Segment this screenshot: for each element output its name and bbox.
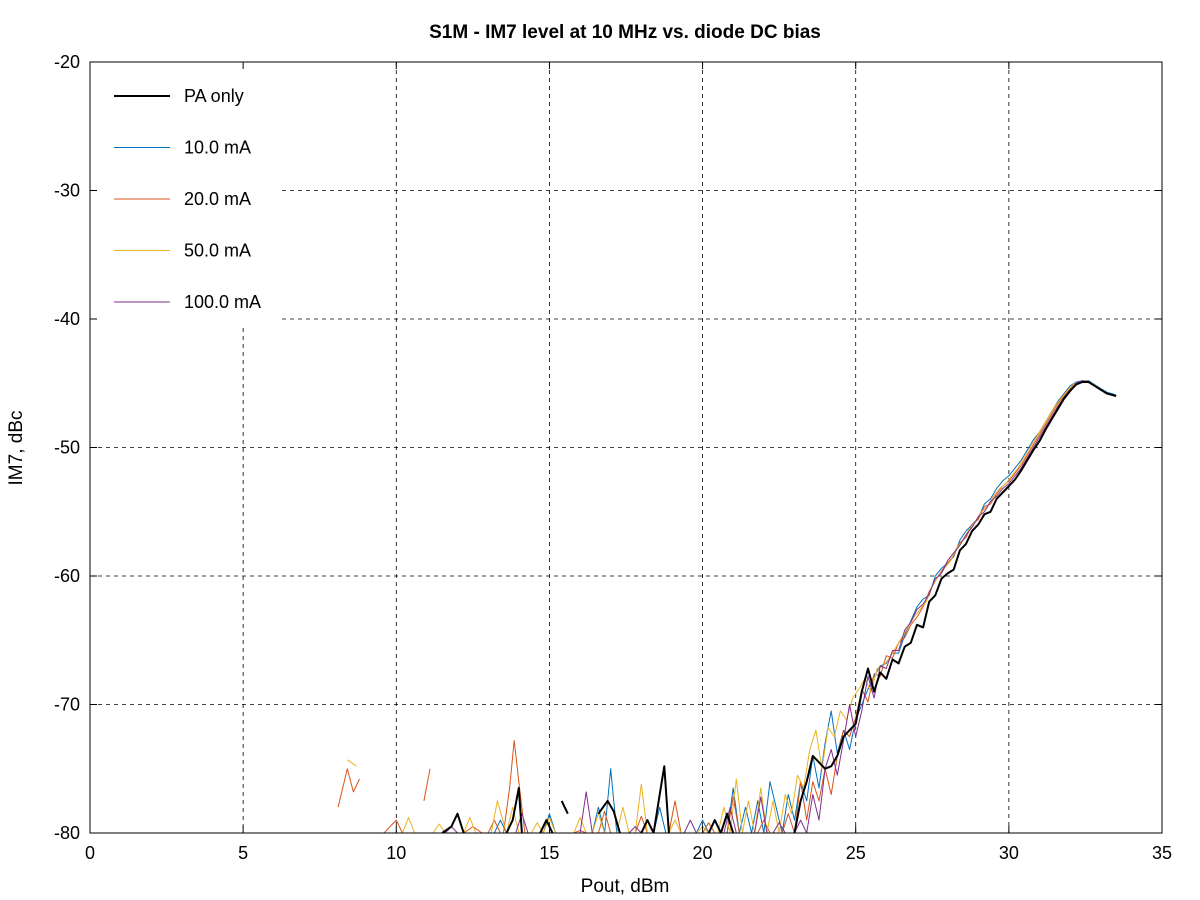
- series-line: [634, 815, 648, 833]
- chart-title: S1M - IM7 level at 10 MHz vs. diode DC b…: [429, 22, 821, 43]
- series-line: [503, 740, 526, 833]
- y-tick-label: -20: [54, 52, 80, 72]
- series-line: [487, 819, 501, 833]
- x-tick-label: 5: [238, 843, 248, 863]
- x-tick-label: 15: [539, 843, 559, 863]
- series-line: [347, 759, 357, 767]
- x-tick-label: 10: [386, 843, 406, 863]
- y-tick-label: -60: [54, 566, 80, 586]
- series-line: [616, 806, 630, 833]
- series-line: [539, 819, 554, 833]
- series-line: [794, 380, 1117, 833]
- series-line: [505, 787, 523, 833]
- y-tick-label: -40: [54, 309, 80, 329]
- series-100-0-ma: [444, 380, 1117, 833]
- y-tick-label: -80: [54, 823, 80, 843]
- series-line: [702, 822, 716, 833]
- series-line: [490, 800, 520, 833]
- series-line: [530, 817, 557, 833]
- series-line: [597, 810, 612, 833]
- series-line: [683, 819, 697, 833]
- series-line: [432, 823, 446, 833]
- series-line: [707, 812, 735, 833]
- series-line: [723, 806, 737, 833]
- legend-label: 20.0 mA: [184, 189, 251, 209]
- series-line: [597, 799, 621, 833]
- series-line: [573, 817, 587, 833]
- legend-label: 100.0 mA: [184, 292, 261, 312]
- x-axis-label: Pout, dBm: [581, 876, 670, 897]
- y-tick-label: -30: [54, 181, 80, 201]
- series-line: [634, 783, 648, 833]
- legend-label: PA only: [184, 86, 244, 106]
- legend-item: 50.0 mA: [114, 241, 251, 261]
- series-line: [441, 812, 465, 833]
- legend-item: 10.0 mA: [114, 138, 251, 158]
- series-line: [579, 791, 593, 833]
- y-tick-label: -70: [54, 695, 80, 715]
- series-10-0-ma: [493, 380, 1117, 833]
- axis-ticks: 0 5 10 15 20 25 30 35 -20 -30 -40 -50 -60 -70 -80: [54, 52, 1172, 863]
- series-line: [628, 826, 642, 833]
- x-tick-label: 20: [693, 843, 713, 863]
- x-tick-label: 0: [85, 843, 95, 863]
- series-20-0-ma: [337, 380, 1117, 833]
- series-layer: [337, 380, 1117, 833]
- series-pa-only: [441, 381, 1117, 833]
- series-line: [423, 768, 431, 801]
- x-tick-label: 35: [1152, 843, 1172, 863]
- legend-label: 50.0 mA: [184, 241, 251, 261]
- legend-label: 10.0 mA: [184, 138, 251, 158]
- y-axis-label: IM7, dBc: [6, 411, 27, 486]
- legend-item: 20.0 mA: [114, 189, 251, 209]
- series-line: [754, 796, 768, 833]
- series-line: [591, 768, 618, 833]
- legend-item: PA only: [114, 86, 244, 106]
- series-line: [668, 819, 682, 833]
- series-50-0-ma: [347, 380, 1117, 833]
- grid: [90, 62, 1162, 833]
- series-line: [401, 817, 416, 833]
- x-tick-label: 25: [846, 843, 866, 863]
- series-line: [463, 817, 477, 833]
- series-line: [515, 813, 529, 833]
- series-line: [560, 800, 569, 815]
- series-line: [717, 380, 1117, 833]
- series-line: [640, 765, 670, 833]
- y-tick-label: -50: [54, 438, 80, 458]
- legend: PA only 10.0 mA 20.0 mA 50.0 mA 100.0 mA: [114, 86, 261, 312]
- series-line: [772, 822, 786, 833]
- series-line: [695, 819, 710, 833]
- legend-item: 100.0 mA: [114, 292, 261, 312]
- series-line: [383, 819, 403, 833]
- series-line: [793, 381, 1117, 833]
- x-tick-label: 30: [999, 843, 1019, 863]
- series-line: [668, 800, 682, 833]
- series-line: [463, 826, 483, 833]
- series-line: [337, 768, 360, 808]
